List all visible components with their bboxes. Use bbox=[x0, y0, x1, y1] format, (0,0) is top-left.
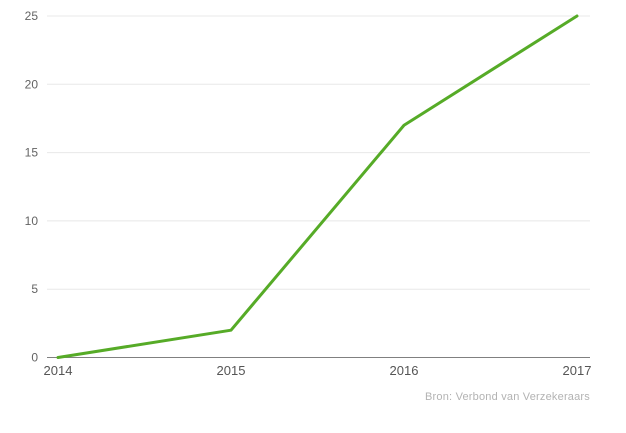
data-line-series bbox=[56, 14, 579, 359]
y-tick-label: 10 bbox=[25, 214, 39, 228]
x-tick-label: 2014 bbox=[44, 363, 73, 378]
source-caption: Bron: Verbond van Verzekeraars bbox=[425, 391, 590, 403]
y-tick-label: 25 bbox=[25, 9, 39, 23]
y-tick-label: 20 bbox=[25, 77, 39, 91]
y-tick-label: 15 bbox=[25, 146, 39, 160]
y-tick-label: 5 bbox=[31, 282, 38, 296]
x-tick-label: 2017 bbox=[563, 363, 592, 378]
x-tick-label: 2016 bbox=[390, 363, 419, 378]
x-tick-label: 2015 bbox=[217, 363, 246, 378]
y-tick-label: 0 bbox=[31, 351, 38, 365]
